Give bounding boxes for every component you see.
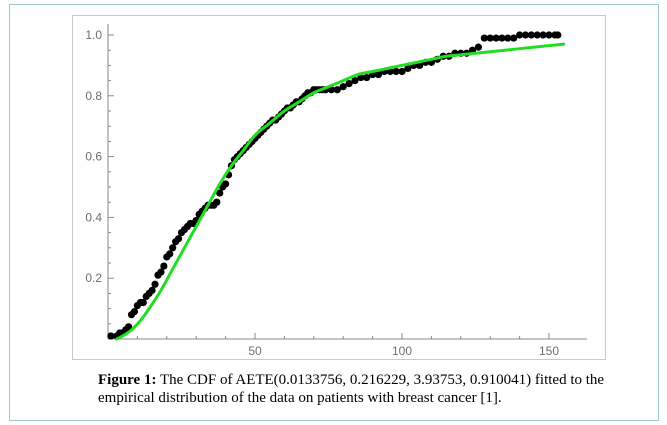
data-point <box>169 244 177 252</box>
caption-label: Figure 1: <box>98 372 157 388</box>
x-tick-label: 50 <box>248 344 262 358</box>
y-tick-label: 0.4 <box>85 210 102 224</box>
data-point <box>333 86 341 94</box>
axes: 50 100 150 0.2 0.4 0.6 0.8 1.0 <box>85 24 587 358</box>
data-point <box>157 268 165 276</box>
data-point <box>374 70 383 79</box>
y-tick-label: 0.6 <box>85 150 102 164</box>
y-tick-label: 0.8 <box>85 89 102 103</box>
data-point <box>351 77 359 85</box>
data-point <box>345 80 353 88</box>
data-point <box>124 323 133 331</box>
figure-frame: 50 100 150 0.2 0.4 0.6 0.8 1.0 Figure 1: The CD… <box>9 4 659 421</box>
fitted-curve <box>115 42 566 341</box>
data-point <box>151 280 159 288</box>
figure-caption: Figure 1: The CDF of AETE(0.0133756, 0.2… <box>98 371 654 407</box>
data-point <box>107 332 115 340</box>
data-point <box>216 189 224 197</box>
data-point <box>516 31 524 39</box>
data-point <box>166 250 174 258</box>
data-point <box>213 198 221 206</box>
data-point <box>492 34 500 42</box>
data-point <box>363 73 371 82</box>
data-point <box>160 262 168 270</box>
data-point <box>222 180 230 188</box>
caption-text: The CDF of AETE(0.0133756, 0.216229, 3.9… <box>98 372 605 406</box>
x-tick-label: 100 <box>392 344 412 358</box>
fitted-cdf-line <box>115 42 566 341</box>
data-point <box>139 298 147 307</box>
cdf-chart: 50 100 150 0.2 0.4 0.6 0.8 1.0 <box>85 24 587 358</box>
data-point <box>398 67 406 76</box>
x-tick-label: 150 <box>539 344 559 358</box>
data-point <box>339 83 347 91</box>
data-point <box>392 67 400 76</box>
data-point <box>510 34 518 42</box>
y-tick-label: 1.0 <box>85 28 102 42</box>
data-point <box>130 308 139 316</box>
data-point <box>521 31 530 39</box>
data-point <box>474 43 483 51</box>
data-point <box>539 31 547 39</box>
plot-area: 50 100 150 0.2 0.4 0.6 0.8 1.0 <box>72 15 606 360</box>
data-point <box>498 34 506 42</box>
empirical-points <box>107 31 562 340</box>
data-point <box>404 64 412 73</box>
data-point <box>357 73 365 82</box>
data-point <box>148 286 156 294</box>
data-point <box>533 31 541 39</box>
data-point <box>504 34 512 42</box>
y-tick-label: 0.2 <box>85 271 102 285</box>
data-point <box>327 86 336 94</box>
data-point <box>527 31 535 39</box>
data-point <box>554 31 562 39</box>
data-point <box>480 34 488 42</box>
data-point <box>174 235 183 243</box>
data-point <box>486 34 494 42</box>
data-point <box>545 31 553 39</box>
